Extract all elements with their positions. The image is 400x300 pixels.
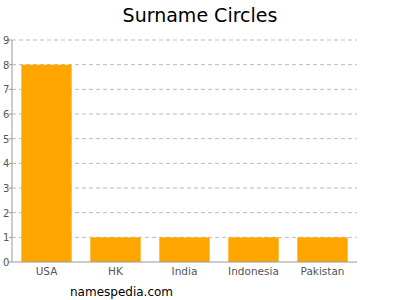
- source-annotation: namespedia.com: [70, 285, 173, 299]
- x-tick-label: USA: [36, 265, 59, 277]
- x-tick-label: Indonesia: [228, 265, 279, 277]
- y-tick-label: 5: [3, 134, 9, 145]
- y-tick-label: 4: [3, 158, 9, 169]
- bar: [90, 237, 140, 262]
- bar: [228, 237, 278, 262]
- x-tick-label: India: [172, 265, 198, 277]
- grid-line: [12, 40, 357, 41]
- bar: [21, 65, 71, 262]
- x-axis: [12, 262, 357, 263]
- y-axis: [12, 40, 13, 262]
- y-tick-label: 1: [3, 232, 9, 243]
- chart: Surname Circles 0 1 2 3 4 5 6 7 8 9 USA HK India Indon…: [0, 0, 400, 300]
- y-tick-label: 7: [3, 84, 9, 95]
- y-tick-label: 3: [3, 183, 9, 194]
- y-tick-label: 8: [3, 60, 9, 71]
- bars: [21, 65, 347, 262]
- bar: [297, 237, 347, 262]
- bar: [159, 237, 209, 262]
- x-tick-label: HK: [108, 265, 124, 277]
- y-tick-label: 9: [3, 35, 9, 46]
- chart-title: Surname Circles: [123, 4, 278, 26]
- y-tick-label: 0: [3, 257, 9, 268]
- y-tick-label: 2: [3, 208, 9, 219]
- y-tick-label: 6: [3, 109, 9, 120]
- x-tick-label: Pakistan: [301, 265, 345, 277]
